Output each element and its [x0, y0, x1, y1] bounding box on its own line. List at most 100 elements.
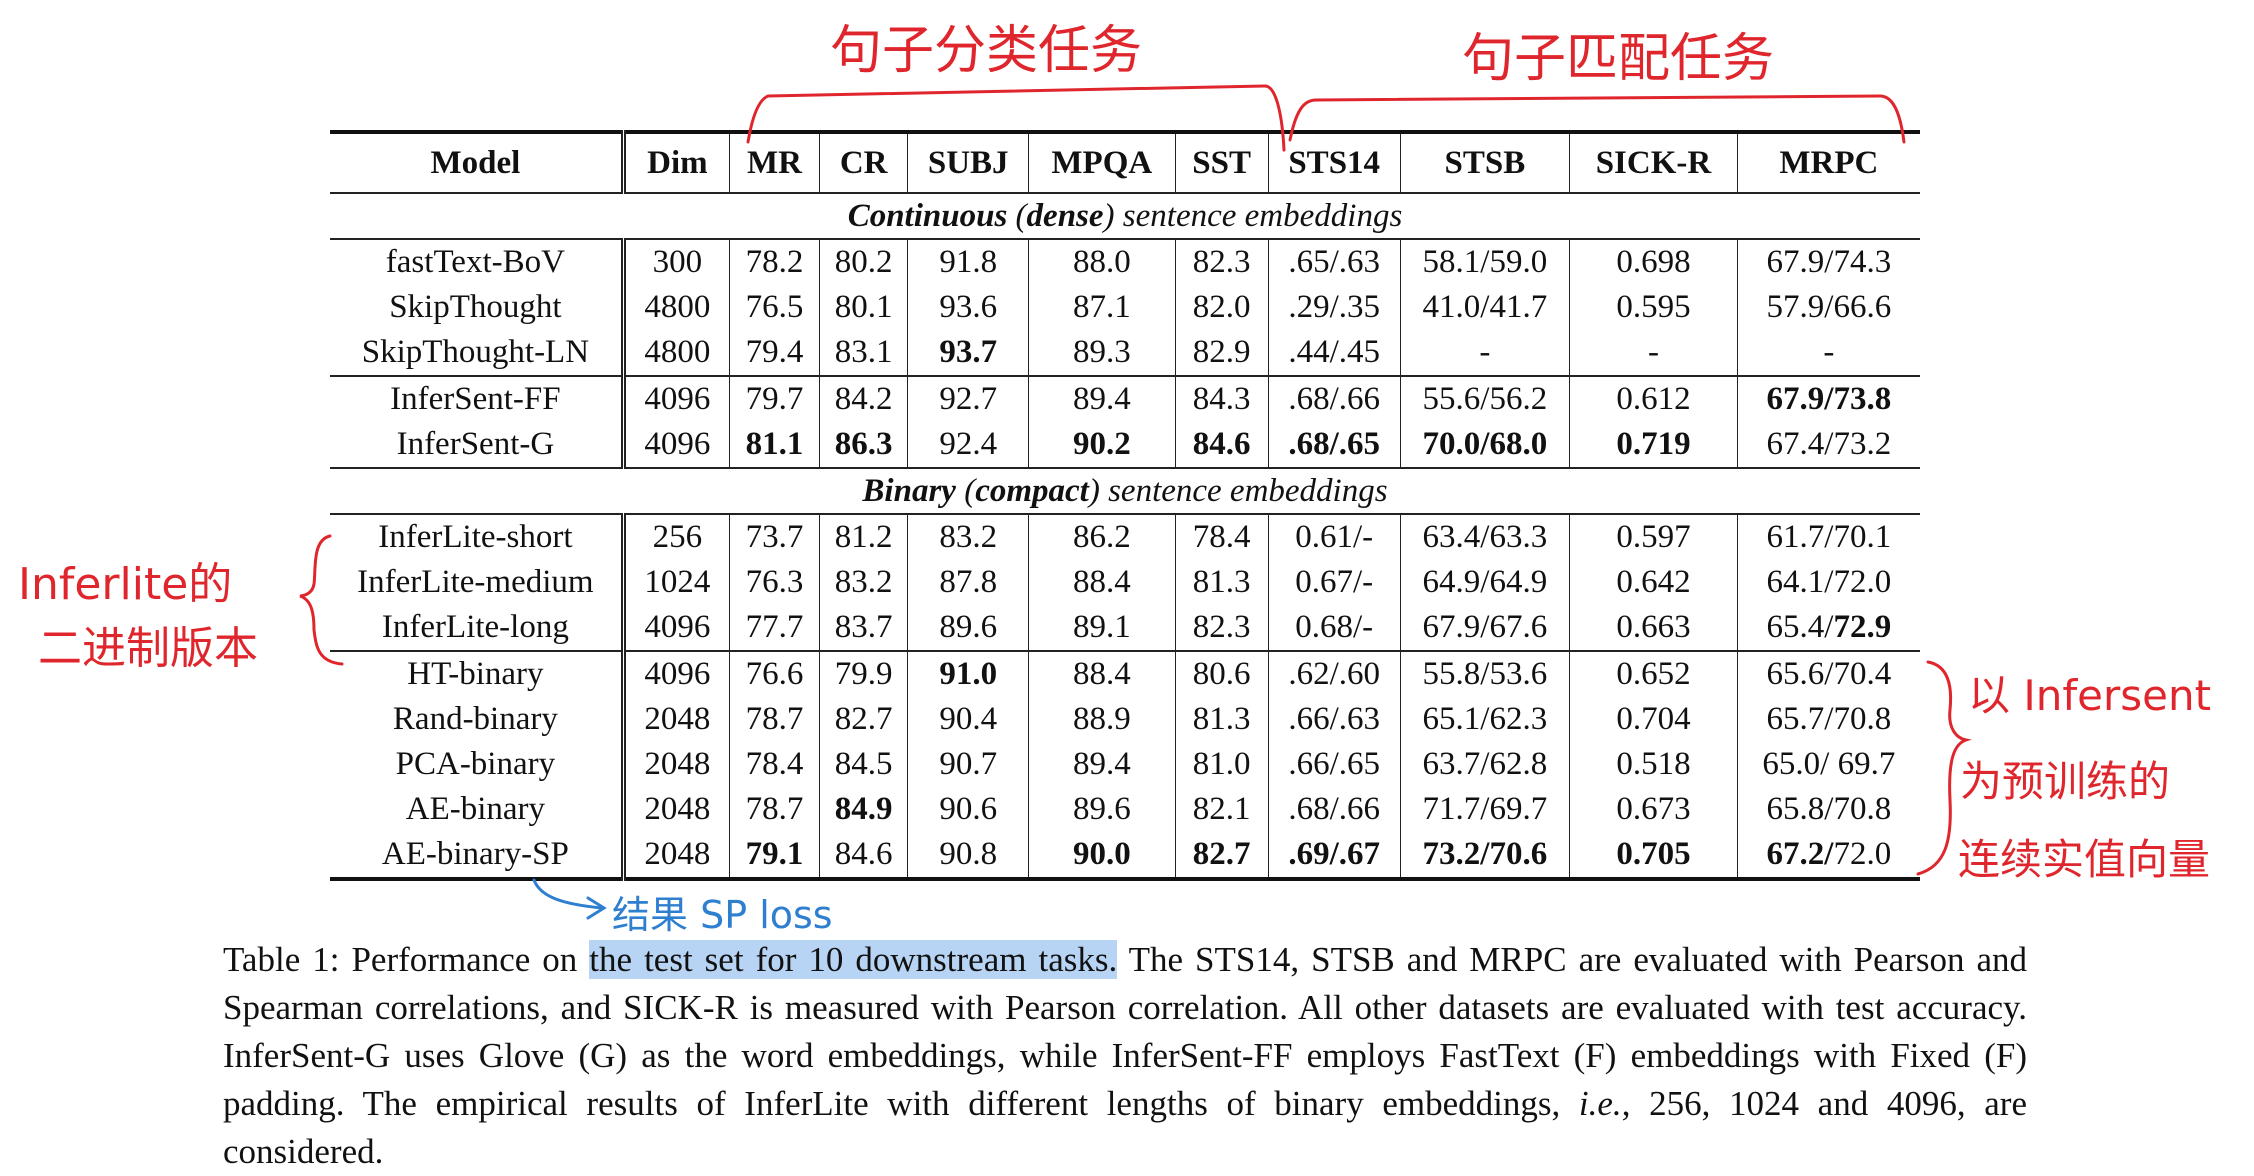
section-title-paren: dense — [1026, 197, 1104, 234]
cell-stsb: - — [1399, 330, 1570, 376]
cell-sick-r: 0.595 — [1569, 285, 1738, 330]
cell-mr: 76.3 — [729, 560, 820, 605]
cell-cr: 83.1 — [818, 330, 908, 376]
annotation-sp-loss: 结果 SP loss — [612, 893, 833, 937]
cell-sst: 82.7 — [1174, 832, 1269, 879]
header-cr: CR — [818, 132, 908, 194]
header-sst: SST — [1174, 132, 1269, 194]
cell-dim: 1024 — [620, 560, 730, 605]
cell-stsb: 63.7/62.8 — [1399, 742, 1570, 787]
cell-mr: 78.4 — [729, 742, 820, 787]
section-title-paren: compact — [975, 472, 1089, 509]
cell-stsb: 58.1/59.0 — [1399, 239, 1570, 285]
cell-cr: 84.2 — [818, 376, 908, 422]
annotation-classification: 句子分类任务 — [830, 21, 1143, 81]
cell-subj: 90.8 — [907, 832, 1029, 879]
cell-mpqa: 90.0 — [1028, 832, 1175, 879]
table-row: InferLite-medium 1024 76.3 83.2 87.8 88.… — [330, 560, 1920, 605]
header-mrpc: MRPC — [1736, 132, 1920, 194]
cell-sts14: .44/.45 — [1267, 330, 1401, 376]
cell-sts14: .69/.67 — [1267, 832, 1401, 879]
cell-mpqa: 88.4 — [1028, 651, 1175, 697]
cell-cr: 80.2 — [818, 239, 908, 285]
cell-dim: 2048 — [620, 832, 730, 879]
table-row: InferSent-G 4096 81.1 86.3 92.4 90.2 84.… — [330, 422, 1920, 468]
section-title-bold: Continuous — [847, 197, 1008, 234]
cell-model: HT-binary — [407, 656, 544, 692]
cell-mrpc: 57.9/66.6 — [1736, 285, 1920, 330]
cell-sick-r: 0.705 — [1569, 832, 1738, 879]
cell-stsb: 65.1/62.3 — [1399, 697, 1570, 742]
cell-mrpc: 65.0/ 69.7 — [1736, 742, 1920, 787]
cell-stsb: 70.0/68.0 — [1399, 422, 1570, 468]
cell-model: InferSent-FF — [390, 381, 561, 417]
cell-mrpc: 67.4/73.2 — [1736, 422, 1920, 468]
cell-sst: 80.6 — [1174, 651, 1269, 697]
header-sick-r: SICK-R — [1569, 132, 1738, 194]
annotation-matching: 句子匹配任务 — [1462, 29, 1775, 89]
mrpc-spearman: 72.0 — [1833, 836, 1892, 872]
cell-dim: 256 — [620, 514, 730, 560]
cell-sst: 82.0 — [1174, 285, 1269, 330]
cell-mr: 79.1 — [729, 832, 820, 879]
cell-model: InferLite-medium — [357, 564, 594, 600]
cell-mr: 73.7 — [729, 514, 820, 560]
cell-cr: 86.3 — [818, 422, 908, 468]
caption-highlight[interactable]: the test set for 10 downstream tasks. — [589, 940, 1118, 979]
cell-mr: 78.7 — [729, 697, 820, 742]
annotation-inferlite-line1: Inferlite的 — [18, 559, 233, 610]
section-title-rest: sentence embeddings — [1122, 197, 1403, 234]
cell-cr: 84.9 — [818, 787, 908, 832]
cell-subj: 90.6 — [907, 787, 1029, 832]
cell-dim: 2048 — [620, 697, 730, 742]
cell-model: InferLite-short — [378, 519, 573, 555]
cell-sst: 78.4 — [1174, 514, 1269, 560]
arrow-head-sp-loss — [586, 896, 607, 920]
cell-mrpc: 64.1/72.0 — [1736, 560, 1920, 605]
cell-model: SkipThought — [389, 289, 562, 325]
cell-dim: 4800 — [620, 330, 730, 376]
cell-mpqa: 89.4 — [1028, 376, 1175, 422]
cell-mrpc: 65.8/70.8 — [1736, 787, 1920, 832]
cell-sts14: 0.67/- — [1267, 560, 1401, 605]
table-row: PCA-binary 2048 78.4 84.5 90.7 89.4 81.0… — [330, 742, 1920, 787]
table-row: AE-binary-SP 2048 79.1 84.6 90.8 90.0 82… — [330, 832, 1920, 879]
cell-sick-r: 0.719 — [1569, 422, 1738, 468]
cell-sst: 82.3 — [1174, 239, 1269, 285]
cell-sick-r: 0.612 — [1569, 376, 1738, 422]
cell-subj: 83.2 — [907, 514, 1029, 560]
brace-matching — [1288, 94, 1906, 144]
cell-cr: 80.1 — [818, 285, 908, 330]
cell-subj: 92.7 — [907, 376, 1029, 422]
cell-mr: 81.1 — [729, 422, 820, 468]
cell-sst: 82.9 — [1174, 330, 1269, 376]
cell-dim: 2048 — [620, 742, 730, 787]
cell-stsb: 63.4/63.3 — [1399, 514, 1570, 560]
cell-dim: 4096 — [620, 422, 730, 468]
cell-mrpc: 61.7/70.1 — [1736, 514, 1920, 560]
cell-subj: 93.6 — [907, 285, 1029, 330]
cell-subj: 90.7 — [907, 742, 1029, 787]
cell-mpqa: 87.1 — [1028, 285, 1175, 330]
cell-cr: 79.9 — [818, 651, 908, 697]
cell-model: fastText-BoV — [385, 244, 565, 280]
table-body: Continuous (dense) sentence embeddings f… — [330, 193, 1920, 879]
cell-mpqa: 89.6 — [1028, 787, 1175, 832]
header-mr: MR — [729, 132, 820, 194]
cell-model: InferLite-long — [381, 609, 569, 645]
cell-dim: 4096 — [620, 651, 730, 697]
mrpc-pearson-best: 67.2/ — [1766, 836, 1834, 872]
brace-inferlite — [299, 534, 344, 666]
cell-sick-r: 0.642 — [1569, 560, 1738, 605]
header-subj: SUBJ — [907, 132, 1029, 194]
cell-mpqa: 89.4 — [1028, 742, 1175, 787]
cell-cr: 81.2 — [818, 514, 908, 560]
table-row: InferSent-FF 4096 79.7 84.2 92.7 89.4 84… — [330, 376, 1920, 422]
cell-sick-r: 0.518 — [1569, 742, 1738, 787]
cell-sst: 81.3 — [1174, 697, 1269, 742]
cell-mpqa: 88.4 — [1028, 560, 1175, 605]
brace-classification — [746, 84, 1286, 152]
cell-dim: 4800 — [620, 285, 730, 330]
cell-mrpc: 67.9/74.3 — [1736, 239, 1920, 285]
